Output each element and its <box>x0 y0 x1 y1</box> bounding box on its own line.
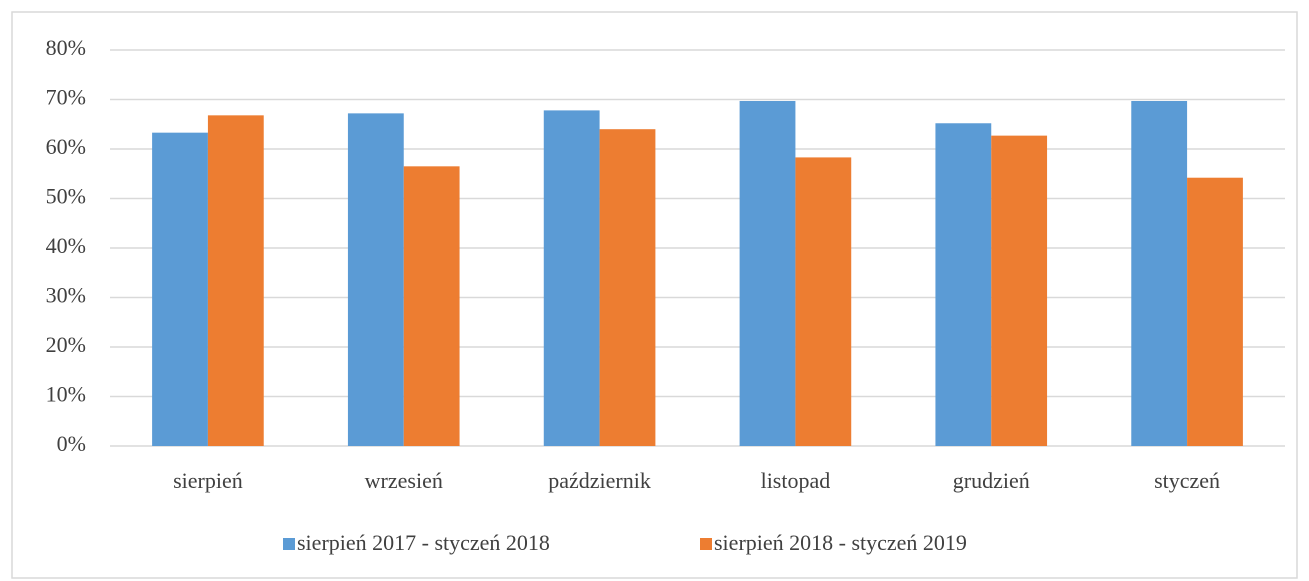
bar <box>1131 100 1188 447</box>
y-tick-label: 50% <box>46 184 86 209</box>
legend-swatch <box>700 538 712 550</box>
bar <box>795 157 852 447</box>
bar <box>599 129 656 446</box>
bar <box>403 166 460 446</box>
legend-label: sierpień 2018 - styczeń 2019 <box>714 530 967 555</box>
y-tick-label: 60% <box>46 134 86 159</box>
y-tick-label: 20% <box>46 332 86 357</box>
bar <box>1187 177 1243 446</box>
bar <box>543 110 600 446</box>
bar <box>152 132 208 447</box>
y-tick-label: 0% <box>57 431 86 456</box>
bar <box>347 113 404 447</box>
legend-swatch <box>283 538 295 550</box>
y-tick-label: 10% <box>46 382 86 407</box>
y-tick-label: 70% <box>46 85 86 110</box>
x-tick-label: grudzień <box>953 468 1030 493</box>
y-tick-label: 80% <box>46 35 86 60</box>
bar <box>935 123 992 446</box>
x-tick-label: wrzesień <box>365 468 443 493</box>
bar <box>207 115 264 446</box>
bar <box>991 135 1048 446</box>
legend-label: sierpień 2017 - styczeń 2018 <box>297 530 550 555</box>
x-tick-label: sierpień <box>173 468 243 493</box>
x-tick-label: styczeń <box>1154 468 1220 493</box>
bar <box>739 100 796 447</box>
y-tick-label: 40% <box>46 233 86 258</box>
x-tick-label: październik <box>548 468 651 493</box>
x-tick-label: listopad <box>761 468 831 493</box>
y-tick-label: 30% <box>46 283 86 308</box>
